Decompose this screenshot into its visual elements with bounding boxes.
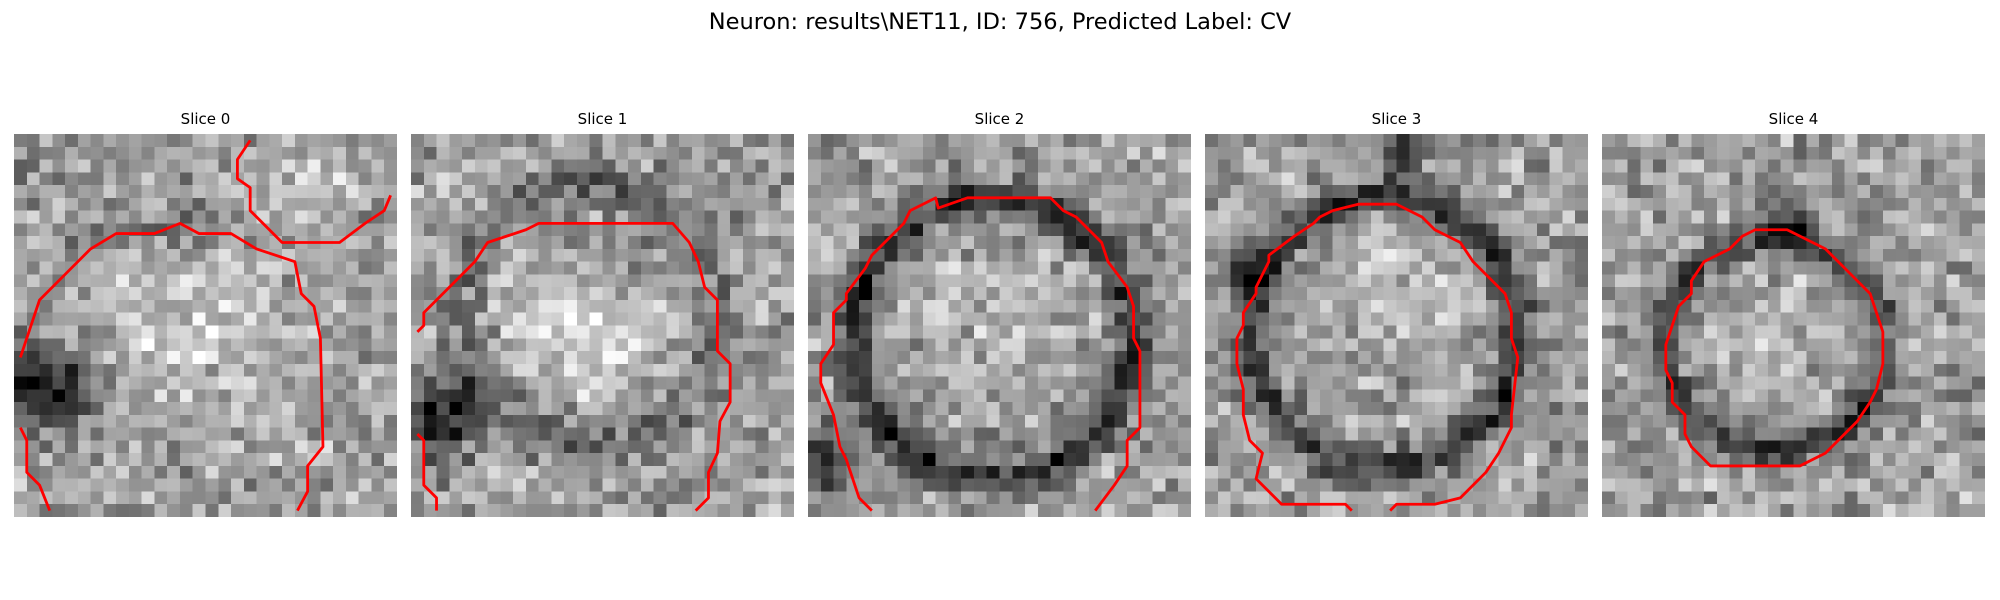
microscopy-image-slice-2 [808,134,1191,517]
contour-slice-1-tail [416,433,438,511]
microscopy-image-slice-1 [411,134,794,517]
microscopy-image-slice-0 [14,134,397,517]
contour-slice-1 [416,221,732,512]
contour-slice-0-secondary [236,139,392,244]
panel-title-slice-4: Slice 4 [1768,110,1819,128]
panel-title-slice-1: Slice 1 [577,110,628,128]
contour-slice-2 [819,196,1142,512]
contour-slice-3 [1235,202,1520,512]
contour-slice-0-tail [19,427,52,512]
contour-slice-0 [19,221,325,512]
panel-title-slice-0: Slice 0 [180,110,231,128]
microscopy-image-slice-4 [1602,134,1985,517]
panel-title-slice-3: Slice 3 [1371,110,1422,128]
panel-title-slice-2: Slice 2 [974,110,1025,128]
figure-title: Neuron: results\NET11, ID: 756, Predicte… [708,9,1292,35]
microscopy-image-slice-3 [1205,134,1588,517]
contour-slice-4 [1664,228,1885,468]
